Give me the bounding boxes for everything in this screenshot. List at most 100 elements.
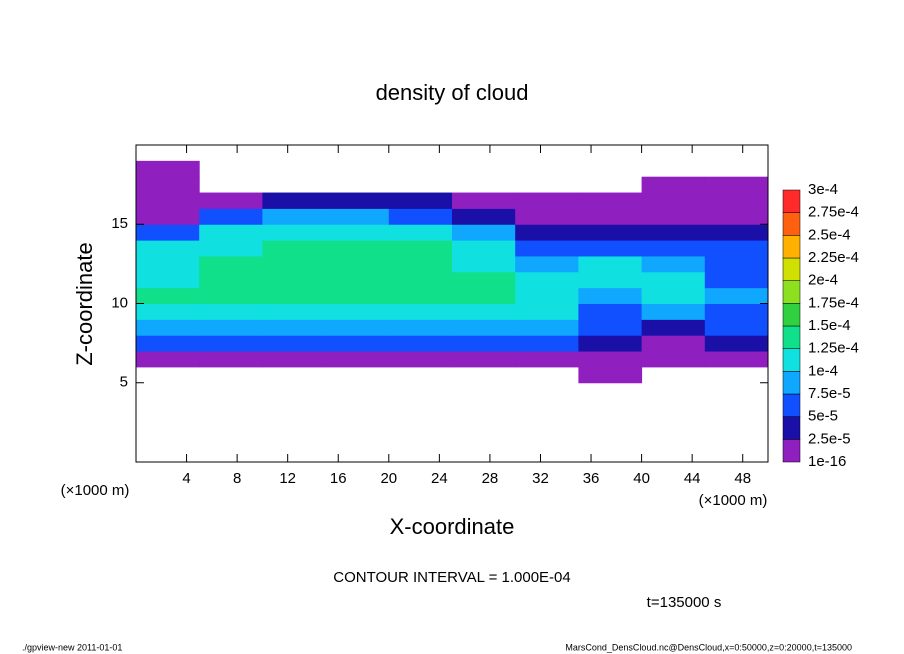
cell xyxy=(136,160,200,178)
cell xyxy=(641,192,706,209)
cell xyxy=(704,303,769,320)
cell xyxy=(515,255,579,273)
cell xyxy=(199,271,263,289)
cell xyxy=(515,303,579,320)
x-tick-label: 20 xyxy=(380,470,397,487)
cell xyxy=(641,303,706,320)
cell xyxy=(452,271,516,289)
cell xyxy=(136,224,200,241)
cell xyxy=(262,271,327,289)
cell xyxy=(641,240,706,257)
x-tick-label: 44 xyxy=(684,470,701,487)
cell xyxy=(704,271,769,289)
cell xyxy=(136,351,200,368)
cell xyxy=(704,208,769,225)
colorbar-label: 1.25e-4 xyxy=(808,340,859,357)
cell xyxy=(641,335,706,352)
cell xyxy=(262,192,327,209)
cell xyxy=(388,303,453,320)
x-tick-label: 40 xyxy=(633,470,650,487)
cell xyxy=(262,287,327,304)
cell xyxy=(452,240,516,257)
cell xyxy=(325,335,390,352)
cell xyxy=(388,287,453,304)
cell xyxy=(515,271,579,289)
cell xyxy=(388,255,453,273)
cell xyxy=(199,319,263,336)
cell xyxy=(578,335,643,352)
cell xyxy=(641,319,706,336)
x-tick-label: 8 xyxy=(233,470,241,487)
cell xyxy=(704,192,769,209)
cell xyxy=(641,208,706,225)
cell xyxy=(262,351,327,368)
y-axis-label: Z-coordinate xyxy=(72,242,97,366)
cell xyxy=(262,255,327,273)
cell xyxy=(452,335,516,352)
cell xyxy=(452,255,516,273)
cell xyxy=(325,255,390,273)
cell xyxy=(515,240,579,257)
cell xyxy=(262,208,327,225)
cell xyxy=(641,271,706,289)
cell xyxy=(136,335,200,352)
colorbar-band xyxy=(782,235,801,259)
cell xyxy=(704,240,769,257)
cell xyxy=(388,240,453,257)
cell xyxy=(388,319,453,336)
cell xyxy=(325,351,390,368)
cell xyxy=(704,351,769,368)
cell xyxy=(704,255,769,273)
y-unit: (×1000 m) xyxy=(61,482,130,499)
cell xyxy=(452,224,516,241)
cell xyxy=(452,192,516,209)
colorbar-band xyxy=(782,325,801,349)
cell xyxy=(199,208,263,225)
cell xyxy=(452,287,516,304)
cell xyxy=(641,255,706,273)
cell xyxy=(136,287,200,304)
cell xyxy=(515,224,579,241)
cell xyxy=(515,287,579,304)
colorbar-label: 5e-5 xyxy=(808,408,838,425)
cell xyxy=(578,303,643,320)
cell xyxy=(136,255,200,273)
cell xyxy=(641,287,706,304)
cell xyxy=(578,319,643,336)
cell xyxy=(388,192,453,209)
cell xyxy=(325,303,390,320)
colorbar-label: 3e-4 xyxy=(808,181,838,198)
x-tick-label: 24 xyxy=(431,470,448,487)
cell xyxy=(452,319,516,336)
x-tick-label: 36 xyxy=(583,470,600,487)
x-tick-label: 12 xyxy=(279,470,296,487)
cell xyxy=(199,335,263,352)
cell xyxy=(199,255,263,273)
cell xyxy=(641,351,706,368)
cell xyxy=(136,303,200,320)
cell xyxy=(199,192,263,209)
cell xyxy=(136,208,200,225)
x-tick-label: 4 xyxy=(182,470,190,487)
x-tick-label: 28 xyxy=(482,470,499,487)
x-tick-label: 32 xyxy=(532,470,549,487)
cell xyxy=(388,351,453,368)
colorbar-label: 2.5e-4 xyxy=(808,226,851,243)
cell xyxy=(199,351,263,368)
cell xyxy=(578,366,643,384)
cell xyxy=(199,224,263,241)
cell xyxy=(136,240,200,257)
cell xyxy=(199,303,263,320)
cell xyxy=(262,240,327,257)
cell xyxy=(515,351,579,368)
time-note: t=135000 s xyxy=(647,594,722,611)
colorbar-label: 2e-4 xyxy=(808,272,838,289)
cell xyxy=(199,287,263,304)
cell xyxy=(515,192,579,209)
y-tick-label: 15 xyxy=(111,215,128,232)
cell xyxy=(325,240,390,257)
cell xyxy=(388,335,453,352)
cell xyxy=(704,335,769,352)
footer-right: MarsCond_DensCloud.nc@DensCloud,x=0:5000… xyxy=(565,642,852,652)
